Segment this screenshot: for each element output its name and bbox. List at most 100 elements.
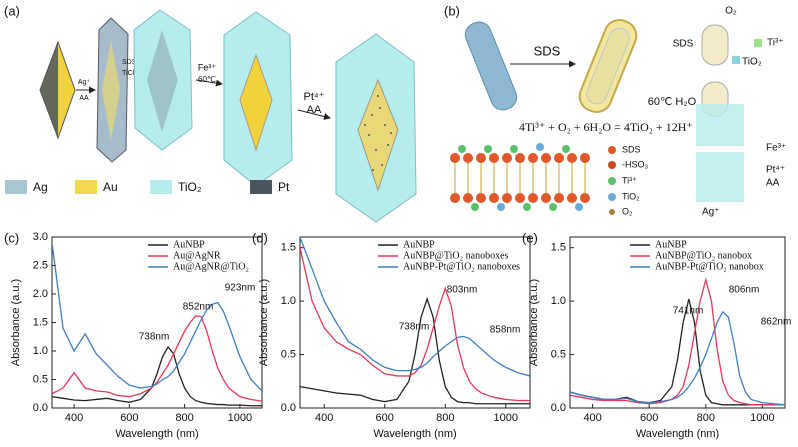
legend-swatch	[608, 161, 616, 169]
legend-label: Au@AgNR@TiO₂	[173, 261, 249, 272]
series-line	[570, 310, 785, 406]
line-chart: (d) 400 600 800 1000 0.0 0.5 1.0 1.5 Wavelength (…	[252, 230, 531, 440]
x-tick-label: 1000	[228, 412, 252, 424]
legend-label: SDS	[622, 144, 641, 154]
x-axis-title: Wavelength (nm)	[373, 428, 456, 440]
legend-label: AuNBP	[655, 239, 687, 250]
y-tick-label: 1.0	[33, 345, 48, 357]
legend-label: AuNBP-Pt@TiO₂ nanoboxes	[403, 261, 520, 272]
peak-annotation: 741nm	[673, 306, 704, 317]
y-tick-label: 2.0	[33, 288, 48, 300]
panel-label: (b)	[444, 3, 460, 18]
legend-swatch	[5, 180, 27, 194]
scheme-label: AA	[766, 178, 780, 189]
legend-swatch	[608, 146, 616, 154]
legend-label: Pt	[278, 180, 290, 194]
panel-a: (a) Ag⁺ AA SDS TiCl₃ Fe³⁺ 60℃ Pt⁴⁺ AA Ag…	[4, 3, 417, 223]
arrow	[297, 109, 331, 120]
scheme-label: SDS	[673, 39, 694, 50]
y-tick-label: 3.0	[33, 231, 48, 243]
bipyramid-shade	[40, 42, 58, 138]
plot-frame	[569, 236, 786, 409]
x-tick-label: 1000	[494, 412, 518, 424]
legend-label: TiO₂	[178, 180, 202, 194]
panel-label: (a)	[4, 3, 20, 18]
y-tick-label: 1.5	[551, 242, 566, 254]
y-tick-label: 1.5	[281, 242, 296, 254]
y-axis-title: Absorbance (a.u.)	[10, 279, 22, 366]
peak-annotation: 738nm	[399, 322, 430, 333]
line-chart: (c) 400 600 800 1000 0.0 0.5 1.0 1.5 2.0 2.5 3.0 Wav…	[4, 230, 263, 440]
panel-label: (e)	[522, 230, 538, 245]
scheme-label: Pt⁴⁺	[766, 165, 785, 176]
x-tick-label: 400	[315, 412, 333, 424]
core	[102, 40, 120, 140]
arrow-label: SDS	[534, 43, 561, 58]
rod	[464, 21, 518, 111]
line-chart: (e) 400 600 800 1000 0.0 0.5 1.0 1.5 Wavelength (…	[522, 230, 791, 439]
peak-annotation: 923nm	[225, 283, 256, 294]
legend-swatch	[250, 180, 272, 194]
scheme-label: Ti³⁺	[767, 38, 784, 49]
plot-frame	[299, 236, 531, 409]
y-axis-title: Absorbance (a.u.)	[258, 279, 270, 366]
step-label: Pt⁴⁺	[304, 91, 325, 103]
au-core	[357, 78, 399, 192]
legend-label: -HSO₃	[622, 159, 649, 169]
scheme-label: TiO₂	[742, 57, 762, 68]
legend-label: TiO₂	[622, 191, 640, 201]
x-axis-title: Wavelength (nm)	[636, 428, 719, 440]
x-tick-label: 600	[640, 412, 658, 424]
charts: (c) 400 600 800 1000 0.0 0.5 1.0 1.5 2.0 2.5 3.0 Wav…	[4, 230, 791, 439]
scheme-label: Ag⁺	[702, 207, 720, 218]
x-tick-label: 800	[697, 412, 715, 424]
legend-label: AuNBP@TiO₂ nanobox	[655, 250, 752, 261]
legend-label: O₂	[622, 206, 633, 216]
scheme-label: Fe³⁺	[766, 143, 786, 154]
series-line	[570, 277, 785, 406]
panel-label: (c)	[4, 230, 19, 245]
step-label: 60℃	[198, 75, 216, 84]
x-tick-label: 1000	[750, 412, 774, 424]
rod-core	[586, 27, 630, 105]
panel-label: (d)	[252, 230, 268, 245]
y-tick-label: 1.0	[551, 295, 566, 307]
ag-rod	[147, 30, 178, 132]
legend-label: AuNBP	[403, 239, 435, 250]
y-tick-label: 0.0	[33, 402, 48, 414]
step-label: AA	[79, 95, 89, 102]
legend-swatch	[609, 209, 615, 215]
step-label: SDS	[122, 59, 137, 66]
legend-label: AuNBP@TiO₂ nanoboxes	[403, 250, 509, 261]
legend-label: Au@AgNR	[173, 250, 221, 261]
equation: 4Ti³⁺ + O₂ + 6H₂O = 4TiO₂ + 12H⁺	[519, 120, 693, 134]
x-tick-label: 600	[120, 412, 138, 424]
au-core	[239, 53, 273, 152]
peak-annotation: 858nm	[490, 325, 521, 336]
legend-label: Ti³⁺	[622, 175, 637, 185]
y-tick-label: 2.5	[33, 259, 48, 271]
legend-label: Au	[103, 180, 118, 194]
tio2-box	[696, 104, 744, 146]
y-tick-label: 0.0	[551, 402, 566, 414]
series-line	[300, 247, 530, 402]
legend-label: AuNBP-Pt@TiO₂ nanobox	[655, 261, 764, 272]
y-tick-label: 1.0	[281, 295, 296, 307]
step-label: AA	[307, 104, 322, 116]
panel-b: (b) SDS 4Ti³⁺ + O₂ + 6H₂O = 4TiO₂ + 12H⁺…	[444, 3, 786, 217]
peak-annotation: 852nm	[183, 302, 214, 313]
tio2-box	[696, 152, 744, 202]
y-tick-label: 0.5	[33, 373, 48, 385]
pt-dots	[364, 95, 392, 171]
series-line	[300, 237, 530, 377]
arrow	[195, 79, 223, 87]
series-line	[52, 345, 262, 407]
legend-swatch	[75, 180, 97, 194]
peak-annotation: 806nm	[729, 285, 760, 296]
scheme-label: 60℃ H₂O	[648, 96, 697, 108]
step-label: TiCl₃	[122, 70, 137, 77]
peak-annotation: 803nm	[447, 285, 478, 296]
legend-label: Ag	[33, 180, 48, 194]
peak-annotation: 862nm	[761, 317, 792, 328]
